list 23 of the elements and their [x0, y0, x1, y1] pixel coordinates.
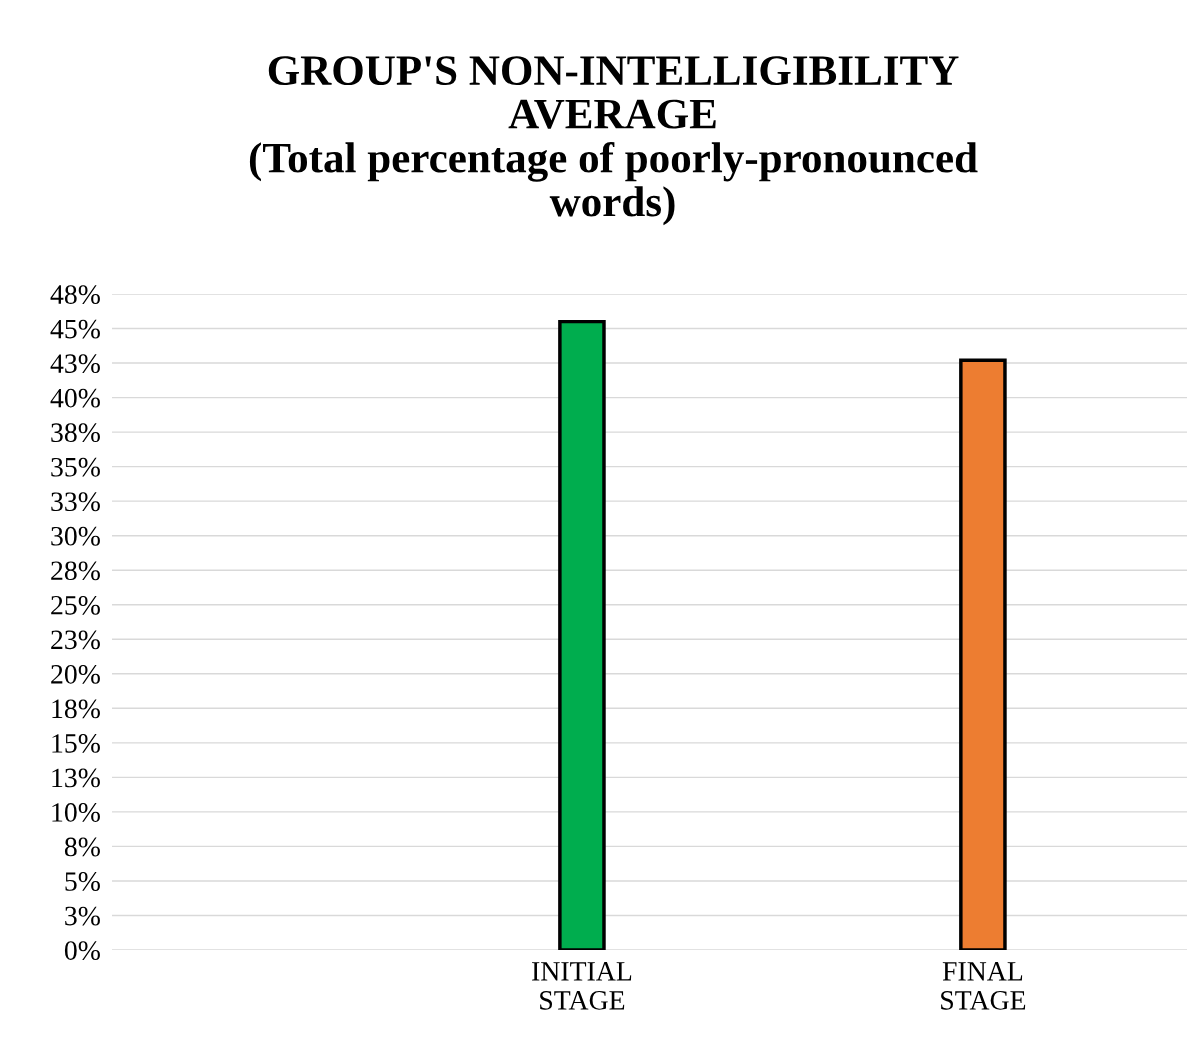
y-tick-label: 8%: [64, 837, 100, 857]
y-tick-label: 33%: [51, 492, 100, 512]
y-tick-label: 18%: [52, 699, 100, 719]
y-tick-label: 40%: [50, 388, 100, 408]
y-tick-label: 20%: [51, 664, 100, 684]
chart-title: GROUP'S NON-INTELLIGIBILITY AVERAGE (Total percentage of poorly-pronounced words): [249, 56, 978, 226]
y-tick-label: 35%: [51, 457, 100, 477]
y-tick-label: 45%: [50, 319, 100, 339]
x-tick-label: FINAL STAGE: [941, 962, 1026, 1010]
y-tick-label: 28%: [51, 561, 100, 581]
y-tick-label: 30%: [51, 526, 100, 546]
y-tick-label: 38%: [51, 423, 100, 443]
y-tick-label: 25%: [51, 595, 100, 615]
y-tick-label: 23%: [51, 630, 100, 650]
y-tick-label: 13%: [52, 768, 100, 788]
y-tick-label: 0%: [64, 941, 100, 960]
y-tick-label: 5%: [65, 872, 100, 891]
y-tick-label: 43%: [50, 354, 100, 374]
y-tick-label: 10%: [52, 803, 100, 822]
y-tick-label: 3%: [65, 906, 100, 926]
y-tick-label: 48%: [50, 285, 100, 304]
x-tick-label: INITIAL STAGE: [532, 962, 632, 1010]
y-tick-label: 15%: [52, 734, 100, 753]
